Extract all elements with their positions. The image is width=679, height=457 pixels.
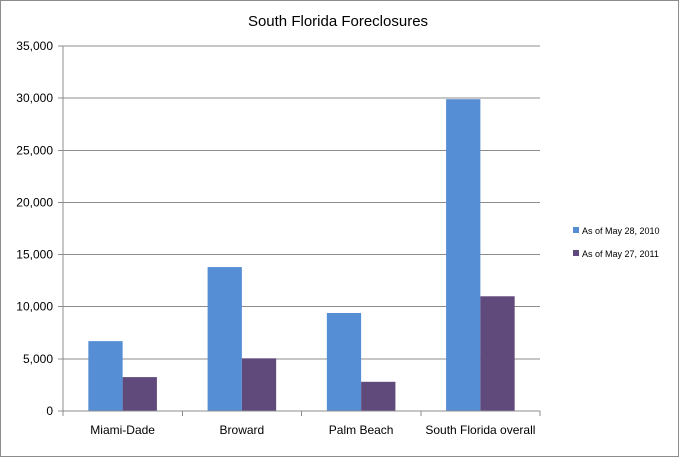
bar-2011 <box>361 381 396 411</box>
x-category-label: Palm Beach <box>329 423 394 437</box>
bar-2011 <box>241 358 277 411</box>
y-tick-label: 25,000 <box>16 143 53 157</box>
bar-2010 <box>446 99 481 411</box>
chart-title: South Florida Foreclosures <box>248 13 428 30</box>
bar-2010 <box>207 267 242 411</box>
y-tick-label: 10,000 <box>16 300 53 314</box>
y-axis-ticks: 0 5,000 10,000 15,000 20,000 25,000 30,000 35,0… <box>16 39 63 418</box>
legend-label: As of May 27, 2011 <box>582 249 659 259</box>
legend-swatch <box>573 227 579 233</box>
y-tick-label: 15,000 <box>16 248 53 262</box>
y-tick-label: 0 <box>46 404 53 418</box>
bars <box>88 99 515 411</box>
bar-2011 <box>122 377 157 411</box>
x-category-label: Miami-Dade <box>90 423 155 437</box>
y-tick-label: 20,000 <box>16 195 53 209</box>
x-category-label: Broward <box>220 423 265 437</box>
bar-2011 <box>480 296 515 411</box>
bar-2010 <box>88 341 123 411</box>
y-tick-label: 5,000 <box>23 352 53 366</box>
x-axis: Miami-Dade Broward Palm Beach South Florida… <box>62 46 541 437</box>
y-tick-label: 30,000 <box>16 91 53 105</box>
legend: As of May 28, 2010 As of May 27, 2011 <box>573 226 660 259</box>
legend-swatch <box>573 250 579 256</box>
y-tick-label: 35,000 <box>16 39 53 53</box>
x-category-label: South Florida overall <box>425 423 535 437</box>
legend-label: As of May 28, 2010 <box>582 226 660 236</box>
bar-2010 <box>326 312 362 411</box>
